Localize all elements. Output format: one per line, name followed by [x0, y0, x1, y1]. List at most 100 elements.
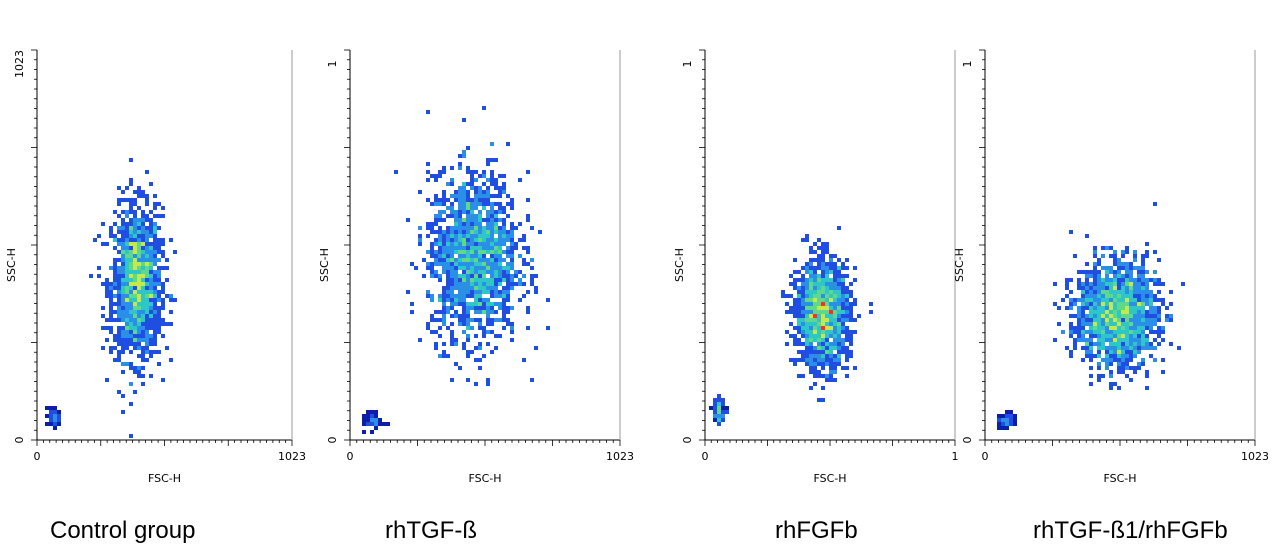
density-cell	[486, 302, 490, 306]
density-cell	[149, 334, 153, 338]
density-cell	[494, 158, 498, 162]
density-cell	[157, 318, 161, 322]
density-cell	[117, 290, 121, 294]
density-cell	[466, 166, 470, 170]
density-cell	[801, 286, 805, 290]
density-cell	[1169, 318, 1173, 322]
density-cell	[486, 330, 490, 334]
density-cell	[121, 266, 125, 270]
density-cell	[1113, 326, 1117, 330]
density-cell	[458, 294, 462, 298]
density-cell	[817, 278, 821, 282]
density-cell	[145, 282, 149, 286]
density-cell	[149, 298, 153, 302]
density-cell	[1121, 310, 1125, 314]
density-cell	[1113, 310, 1117, 314]
density-cell	[801, 274, 805, 278]
density-cell	[145, 238, 149, 242]
density-cell	[1085, 262, 1089, 266]
density-cell	[837, 318, 841, 322]
density-cell	[1109, 334, 1113, 338]
density-cell	[817, 254, 821, 258]
density-cell	[817, 350, 821, 354]
density-cell	[478, 306, 482, 310]
density-cell	[137, 234, 141, 238]
density-cell	[1153, 310, 1157, 314]
density-cell	[1157, 342, 1161, 346]
density-cell	[165, 258, 169, 262]
density-cell	[494, 186, 498, 190]
density-cell	[101, 326, 105, 330]
density-cell	[1105, 290, 1109, 294]
density-cell	[462, 186, 466, 190]
density-cell	[458, 214, 462, 218]
density-cell	[805, 354, 809, 358]
density-cell	[494, 274, 498, 278]
density-cell	[1161, 298, 1165, 302]
density-cell	[801, 350, 805, 354]
density-cell	[486, 290, 490, 294]
density-cell	[478, 254, 482, 258]
density-cell	[845, 310, 849, 314]
density-cell	[849, 334, 853, 338]
density-cell	[129, 182, 133, 186]
density-cell	[1125, 362, 1129, 366]
density-cell	[454, 238, 458, 242]
density-cell	[478, 278, 482, 282]
density-cell	[442, 170, 446, 174]
density-cell	[434, 238, 438, 242]
density-cell	[797, 302, 801, 306]
density-cell	[502, 206, 506, 210]
density-cell	[422, 274, 426, 278]
density-cell	[809, 278, 813, 282]
density-cell	[434, 342, 438, 346]
density-cell	[458, 366, 462, 370]
density-cell	[149, 322, 153, 326]
density-cell	[454, 314, 458, 318]
density-cell	[1093, 342, 1097, 346]
density-cell	[1085, 342, 1089, 346]
density-cell	[1145, 310, 1149, 314]
density-cell	[1089, 282, 1093, 286]
density-cell	[494, 334, 498, 338]
density-cell	[825, 350, 829, 354]
density-cell	[482, 326, 486, 330]
density-cell	[793, 270, 797, 274]
density-cell	[125, 250, 129, 254]
density-cell	[466, 282, 470, 286]
density-cell	[1005, 410, 1009, 414]
density-cell	[1105, 354, 1109, 358]
density-cell	[438, 258, 442, 262]
density-cell	[837, 346, 841, 350]
density-cell	[813, 242, 817, 246]
density-cell	[490, 174, 494, 178]
density-cell	[494, 222, 498, 226]
density-cell	[157, 362, 161, 366]
density-cell	[133, 318, 137, 322]
density-cell	[474, 254, 478, 258]
density-cell	[121, 362, 125, 366]
density-cell	[526, 290, 530, 294]
density-cell	[1125, 326, 1129, 330]
density-cell	[157, 250, 161, 254]
density-cell	[141, 314, 145, 318]
density-cell	[833, 270, 837, 274]
density-cell	[1133, 370, 1137, 374]
density-cell	[837, 354, 841, 358]
density-cell	[113, 266, 117, 270]
density-cell	[117, 298, 121, 302]
density-cell	[837, 270, 841, 274]
density-cell	[446, 206, 450, 210]
density-cell	[478, 282, 482, 286]
density-cell	[833, 310, 837, 314]
density-cell	[129, 262, 133, 266]
density-cell	[1161, 330, 1165, 334]
density-cell	[494, 262, 498, 266]
density-cell	[1097, 318, 1101, 322]
density-cell	[825, 326, 829, 330]
density-cell	[486, 282, 490, 286]
density-cell	[121, 346, 125, 350]
density-cell	[1141, 270, 1145, 274]
density-cell	[801, 330, 805, 334]
density-cell	[149, 354, 153, 358]
